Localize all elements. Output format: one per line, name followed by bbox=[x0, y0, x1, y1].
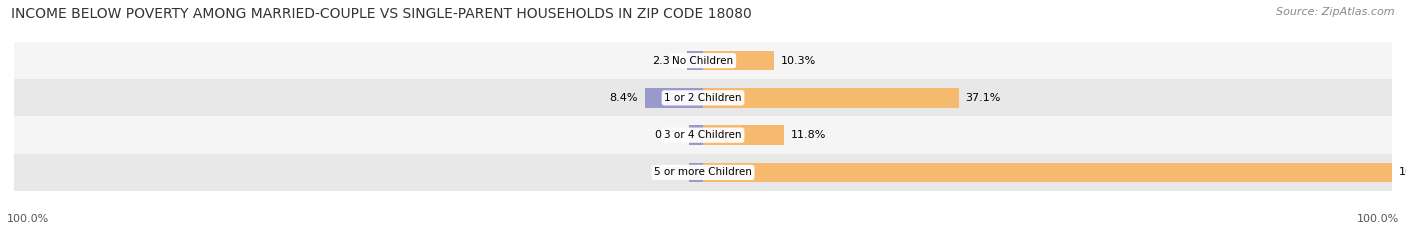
Bar bbox=[645, 88, 703, 108]
Bar bbox=[688, 51, 703, 70]
Bar bbox=[689, 163, 703, 182]
Text: 0.0%: 0.0% bbox=[654, 168, 682, 177]
Text: 5 or more Children: 5 or more Children bbox=[654, 168, 752, 177]
Bar bbox=[703, 88, 959, 108]
Text: 10.3%: 10.3% bbox=[780, 56, 815, 65]
Text: 100.0%: 100.0% bbox=[1399, 168, 1406, 177]
Bar bbox=[703, 163, 1392, 182]
Bar bbox=[14, 79, 1392, 116]
Text: 100.0%: 100.0% bbox=[7, 214, 49, 224]
Bar bbox=[14, 42, 1392, 79]
Text: 11.8%: 11.8% bbox=[792, 130, 827, 140]
Text: Source: ZipAtlas.com: Source: ZipAtlas.com bbox=[1277, 7, 1395, 17]
Text: 3 or 4 Children: 3 or 4 Children bbox=[664, 130, 742, 140]
Text: No Children: No Children bbox=[672, 56, 734, 65]
Bar bbox=[703, 125, 785, 145]
Text: INCOME BELOW POVERTY AMONG MARRIED-COUPLE VS SINGLE-PARENT HOUSEHOLDS IN ZIP COD: INCOME BELOW POVERTY AMONG MARRIED-COUPL… bbox=[11, 7, 752, 21]
Text: 8.4%: 8.4% bbox=[610, 93, 638, 103]
Bar bbox=[689, 125, 703, 145]
Text: 2.3%: 2.3% bbox=[652, 56, 681, 65]
Bar bbox=[703, 51, 773, 70]
Bar bbox=[14, 154, 1392, 191]
Text: 37.1%: 37.1% bbox=[966, 93, 1001, 103]
Text: 100.0%: 100.0% bbox=[1357, 214, 1399, 224]
Bar bbox=[14, 116, 1392, 154]
Text: 0.0%: 0.0% bbox=[654, 130, 682, 140]
Text: 1 or 2 Children: 1 or 2 Children bbox=[664, 93, 742, 103]
